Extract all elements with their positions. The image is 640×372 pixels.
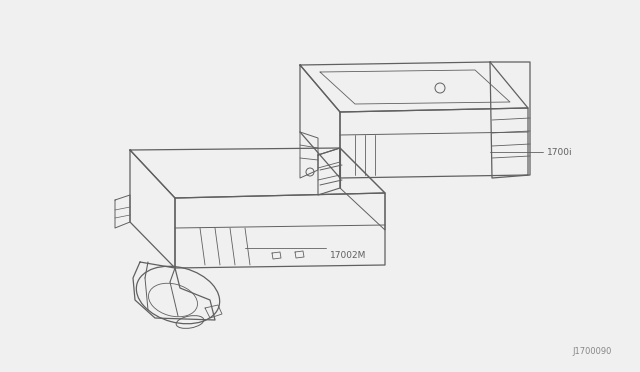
Text: 17002M: 17002M: [330, 250, 366, 260]
Text: J1700090: J1700090: [573, 347, 612, 356]
Text: 1700i: 1700i: [547, 148, 573, 157]
